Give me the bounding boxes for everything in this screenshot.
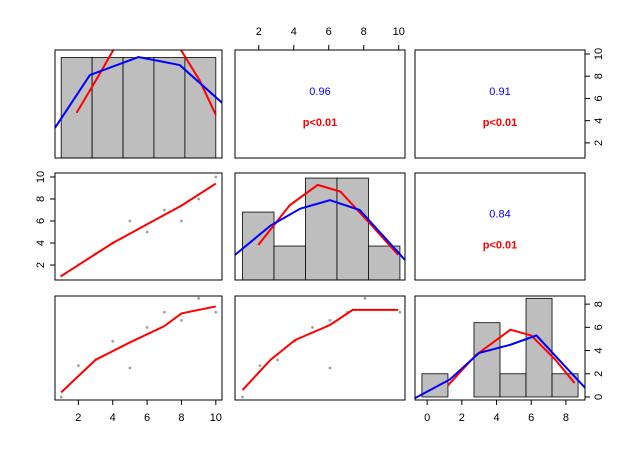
x-tick-label: 4 bbox=[110, 412, 116, 424]
smooth-line bbox=[241, 308, 399, 391]
y-tick-label: 8 bbox=[593, 73, 605, 79]
point bbox=[162, 310, 166, 314]
y-tick-label: 2 bbox=[593, 371, 605, 377]
correlation: 0.96 bbox=[309, 86, 330, 98]
point bbox=[276, 358, 279, 362]
hist-bar bbox=[305, 177, 338, 280]
point bbox=[328, 366, 332, 370]
point bbox=[145, 325, 149, 329]
x-tick-label: 6 bbox=[528, 412, 534, 424]
y-tick-label: 4 bbox=[593, 118, 605, 124]
p-value: p<0.01 bbox=[483, 117, 518, 129]
hist-bar bbox=[499, 373, 527, 398]
p-value: p<0.01 bbox=[303, 117, 338, 129]
smooth-line bbox=[257, 183, 399, 256]
hist-bar bbox=[273, 245, 306, 280]
point bbox=[59, 395, 63, 399]
y-tick-label: 6 bbox=[35, 218, 47, 224]
smooth-line bbox=[415, 334, 585, 400]
y-tick-label: 4 bbox=[593, 347, 605, 353]
y-tick-label: 8 bbox=[593, 301, 605, 307]
hist-bar bbox=[91, 57, 124, 158]
y-tick-label: 6 bbox=[593, 95, 605, 101]
point bbox=[197, 197, 201, 201]
hist-bar bbox=[153, 57, 186, 158]
x-tick-label: 4 bbox=[291, 26, 297, 38]
correlation: 0.91 bbox=[489, 86, 510, 98]
point bbox=[162, 208, 166, 212]
y-tick-label: 10 bbox=[593, 48, 605, 60]
y-tick-label: 2 bbox=[35, 262, 47, 268]
hist-bar bbox=[421, 373, 449, 398]
x-tick-label: 6 bbox=[326, 26, 332, 38]
smooth-line bbox=[55, 55, 222, 129]
y-tick-label: 8 bbox=[35, 196, 47, 202]
x-tick-label: 2 bbox=[256, 26, 262, 38]
point bbox=[258, 364, 262, 368]
smooth-line bbox=[60, 182, 217, 277]
point bbox=[363, 296, 367, 300]
x-tick-label: 8 bbox=[361, 26, 367, 38]
point bbox=[128, 366, 132, 370]
panel bbox=[241, 296, 402, 399]
point bbox=[241, 395, 244, 399]
panel bbox=[55, 50, 222, 158]
point bbox=[214, 310, 218, 314]
panel-frame bbox=[54, 295, 223, 401]
hist-bar bbox=[122, 57, 155, 158]
point bbox=[76, 364, 80, 368]
point bbox=[311, 325, 314, 329]
panel bbox=[235, 177, 405, 280]
panel-frame bbox=[234, 49, 406, 159]
point bbox=[111, 339, 115, 343]
point bbox=[328, 318, 332, 322]
panel-frame bbox=[54, 172, 223, 281]
hist-bar bbox=[473, 322, 501, 398]
x-tick-label: 10 bbox=[210, 412, 222, 424]
hist-bar bbox=[242, 211, 275, 280]
hist-bar bbox=[368, 245, 401, 280]
x-tick-label: 8 bbox=[563, 412, 569, 424]
smooth-line bbox=[60, 305, 217, 394]
panel bbox=[415, 297, 585, 400]
point bbox=[398, 310, 402, 314]
y-tick-label: 2 bbox=[593, 140, 605, 146]
panel-frame bbox=[414, 49, 586, 159]
y-tick-label: 6 bbox=[593, 324, 605, 330]
panel-frame bbox=[234, 295, 406, 401]
correlation: 0.84 bbox=[489, 208, 510, 220]
x-tick-label: 6 bbox=[144, 412, 150, 424]
x-tick-label: 4 bbox=[493, 412, 499, 424]
panel-frame bbox=[414, 172, 586, 281]
point bbox=[128, 219, 132, 223]
hist-bar bbox=[336, 177, 369, 280]
hist-bar bbox=[60, 57, 93, 158]
p-value: p<0.01 bbox=[483, 239, 518, 251]
y-tick-label: 4 bbox=[35, 240, 47, 246]
x-tick-label: 2 bbox=[75, 412, 81, 424]
point bbox=[145, 230, 149, 234]
panel-frame bbox=[414, 295, 586, 401]
y-tick-label: 10 bbox=[35, 171, 47, 183]
x-tick-label: 8 bbox=[178, 412, 184, 424]
x-tick-label: 0 bbox=[424, 412, 430, 424]
x-tick-label: 2 bbox=[459, 412, 465, 424]
panel-frame bbox=[54, 49, 223, 159]
point bbox=[214, 175, 218, 179]
y-tick-label: 0 bbox=[593, 394, 605, 400]
smooth-line bbox=[75, 50, 217, 116]
point bbox=[180, 219, 183, 223]
panel bbox=[59, 175, 218, 278]
smooth-line bbox=[235, 199, 405, 261]
panel bbox=[59, 296, 218, 399]
point bbox=[180, 318, 183, 322]
point bbox=[197, 296, 201, 300]
panel-frame bbox=[234, 172, 406, 281]
x-tick-label: 10 bbox=[393, 26, 405, 38]
